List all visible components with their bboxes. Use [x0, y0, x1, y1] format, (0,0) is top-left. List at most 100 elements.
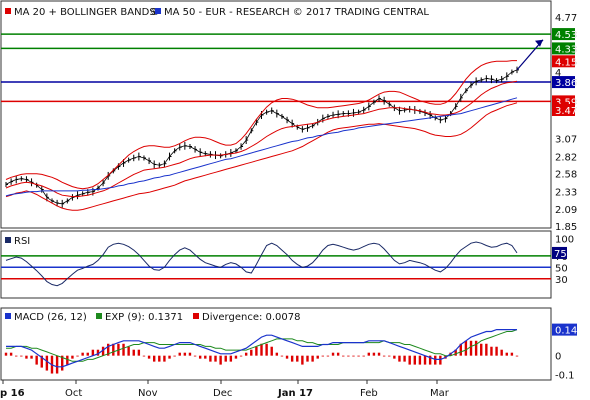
price-tick-label: 2.58 [555, 170, 577, 181]
macd-tick-label: -0.1 [555, 370, 575, 381]
price-tick-label: 1.85 [555, 222, 577, 233]
divergence-bar [367, 352, 371, 356]
divergence-bar [158, 355, 161, 362]
divergence-bar [188, 352, 192, 356]
divergence-bar [219, 355, 222, 365]
macd-tick-label: 0 [555, 352, 561, 363]
divergence-bar [91, 349, 95, 356]
divergence-bar [459, 343, 462, 356]
divergence-bar [35, 355, 38, 365]
divergence-bar [495, 346, 498, 356]
price-tick-label: 2.33 [555, 188, 577, 199]
price-badge-label: 3.47 [555, 106, 577, 117]
legend-swatch-macd [5, 313, 11, 319]
divergence-bar [107, 343, 110, 356]
divergence-bar [137, 349, 141, 356]
divergence-bar [66, 355, 69, 365]
divergence-bar [76, 355, 79, 357]
series-line-mid [5, 80, 518, 198]
divergence-bar [357, 355, 360, 357]
month-label-oct: Oct [65, 388, 82, 399]
price-tick-label: 2.82 [555, 153, 577, 164]
series-line-ma50 [5, 97, 518, 197]
macd-legend: MACD (26, 12) EXP (9): 0.1371 Divergence… [5, 312, 301, 323]
month-label-nov: Nov [138, 388, 158, 399]
divergence-bar [403, 355, 406, 362]
divergence-bar [250, 349, 253, 356]
rsi-panel-frame [0, 230, 552, 299]
divergence-bar [408, 355, 411, 365]
price-tick-label: 4.77 [555, 13, 577, 24]
divergence-bar [301, 355, 304, 365]
divergence-bar [96, 349, 100, 356]
month-label-jan: Jan 17 [277, 388, 313, 399]
price-badge-label: 4.33 [555, 44, 577, 55]
divergence-bar [122, 343, 125, 356]
divergence-bar [280, 355, 284, 357]
divergence-bar [434, 355, 437, 365]
price-badge-label: 3.86 [555, 78, 577, 89]
projection-arrow-head [535, 39, 543, 47]
divergence-bar [311, 355, 314, 362]
divergence-bar [290, 355, 294, 362]
legend-label-ma20: MA 20 + BOLLINGER BANDS [14, 7, 156, 18]
rsi-legend: RSI [5, 236, 30, 247]
divergence-bar [316, 355, 319, 359]
series-line-band [5, 102, 518, 211]
divergence-bar [71, 355, 74, 359]
price-panel-frame [0, 0, 552, 229]
price-panel: 4.77 4.53 4.33 4.1543.86 3.593.47 3.07 2.82 2.5… [1, 13, 577, 233]
divergence-bar [101, 346, 105, 356]
rsi-tick-label: 50 [555, 263, 568, 274]
divergence-bar [244, 352, 248, 356]
price-tick-label: 4 [555, 68, 561, 79]
legend-swatch-ma50 [155, 8, 161, 14]
divergence-bar [372, 352, 376, 356]
macd-badge-label: 0.14 [555, 326, 577, 337]
divergence-bar [352, 355, 355, 357]
macd-panel-frame [0, 307, 552, 381]
divergence-bar [428, 355, 432, 365]
divergence-bar [142, 355, 146, 357]
divergence-bar [347, 355, 350, 357]
macd-line [6, 329, 517, 368]
divergence-bar [112, 343, 115, 356]
divergence-bar [285, 355, 289, 359]
divergence-bar [81, 352, 84, 356]
divergence-bar [515, 355, 519, 357]
divergence-bar [198, 355, 202, 359]
divergence-bar [61, 355, 64, 371]
month-label-mar: Mar [430, 388, 450, 399]
price-tick-label: 3.07 [555, 135, 577, 146]
divergence-bar [485, 343, 488, 356]
divergence-bar [30, 355, 33, 359]
divergence-bar [342, 355, 345, 357]
divergence-bar [214, 355, 217, 362]
divergence-bar [490, 346, 493, 356]
divergence-bar [275, 352, 279, 356]
divergence-bar [398, 355, 401, 362]
divergence-bar [260, 343, 263, 356]
divergence-bar [510, 352, 514, 356]
divergence-bar [163, 355, 166, 362]
divergence-bar [418, 355, 422, 365]
price-badge-label: 4.53 [555, 30, 577, 41]
price-line [5, 69, 518, 205]
legend-label-divergence: Divergence: 0.0078 [202, 312, 301, 323]
divergence-bar [362, 355, 365, 357]
legend-swatch-divergence [193, 313, 199, 319]
divergence-bar [321, 355, 325, 357]
divergence-bar [500, 349, 503, 356]
divergence-bar [204, 355, 207, 359]
price-tick-label: 2.09 [555, 205, 577, 216]
divergence-bar [209, 355, 212, 362]
rsi-badge [552, 246, 567, 259]
price-badge [552, 55, 575, 68]
divergence-bar [474, 340, 478, 356]
legend-label-rsi: RSI [14, 236, 30, 247]
divergence-bar [173, 355, 176, 357]
divergence-bar [25, 355, 28, 359]
divergence-bar [296, 355, 299, 362]
divergence-bar [132, 349, 135, 356]
